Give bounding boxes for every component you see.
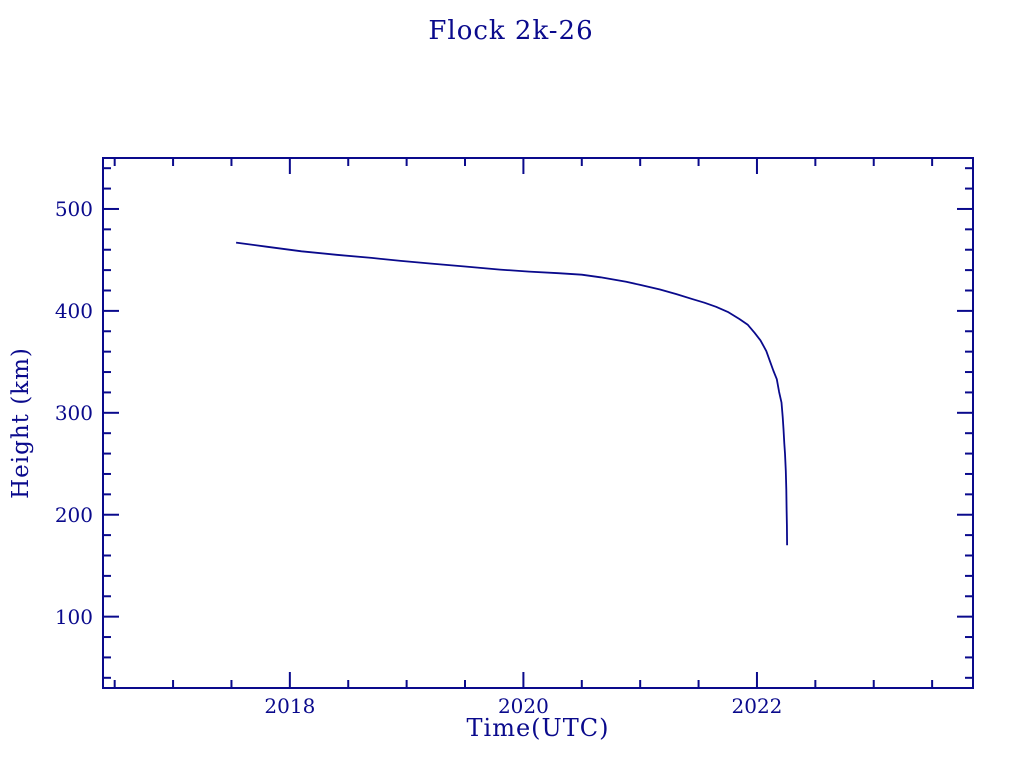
x-tick-label: 2022: [731, 694, 783, 718]
x-tick-label: 2018: [264, 694, 316, 718]
x-tick-label: 2020: [497, 694, 549, 718]
plot-frame: [102, 157, 974, 689]
chart-title: Flock 2k-26: [428, 16, 594, 46]
y-tick-label: 400: [54, 298, 93, 323]
y-tick-label: 200: [54, 502, 93, 527]
y-tick-label: 300: [54, 400, 93, 425]
y-tick-label: 500: [54, 196, 93, 221]
x-axis-label: Time(UTC): [466, 714, 610, 742]
orbit-height-curve: [235, 241, 788, 546]
y-tick-label: 100: [54, 604, 93, 629]
